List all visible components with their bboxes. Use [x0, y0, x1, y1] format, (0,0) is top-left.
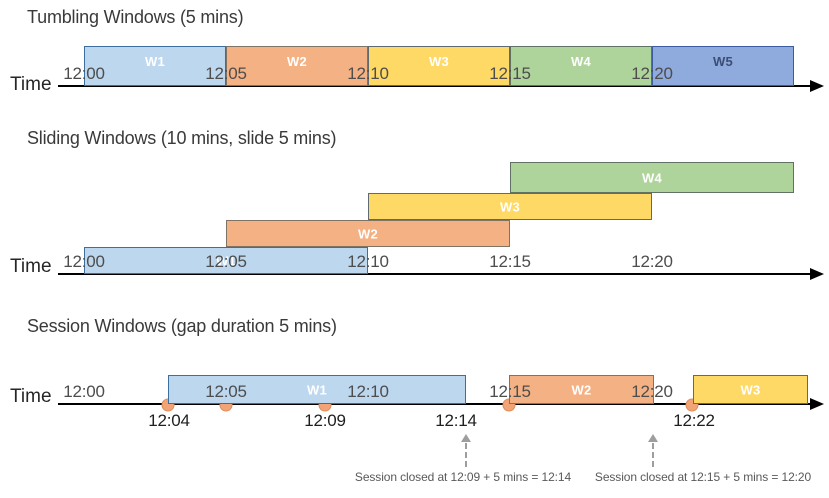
sliding-section-title: Sliding Windows (10 mins, slide 5 mins): [27, 128, 337, 148]
window-label: W3: [740, 382, 761, 397]
event-time-label: 12:22: [673, 411, 715, 430]
window-label: W2: [571, 382, 592, 397]
sliding-axis-arrowhead-icon: [810, 268, 824, 280]
tumbling-section-title: Tumbling Windows (5 mins): [27, 7, 244, 27]
axis-tick-label: 12:05: [205, 64, 247, 83]
session-closed-annotation: Session closed at 12:15 + 5 mins = 12:20: [594, 470, 812, 484]
window-bar-sliding-w3: W3: [368, 193, 652, 220]
sliding-time-axis: [58, 273, 810, 275]
session-axis-arrowhead-icon: [810, 398, 824, 410]
window-bar-session-w1: W1: [168, 375, 466, 404]
window-bar-sliding-w4: W4: [510, 162, 794, 193]
axis-tick-label: 12:10: [347, 382, 389, 401]
axis-tick-label: 12:15: [489, 252, 531, 271]
window-label: W5: [713, 54, 733, 69]
event-time-label: 12:14: [435, 411, 477, 430]
window-label: W1: [216, 253, 236, 268]
window-bar-sliding-w1: W1: [84, 247, 368, 274]
axis-tick-label: 12:05: [205, 252, 247, 271]
axis-tick-label: 12:15: [489, 64, 531, 83]
window-bar-session-w2: W2: [509, 375, 654, 404]
window-label: W2: [287, 54, 307, 69]
window-bar-tumbling-w5: W5: [652, 46, 794, 86]
tumbling-time-axis-label: Time: [10, 74, 52, 95]
axis-tick-label: 12:20: [631, 252, 673, 271]
tumbling-axis-arrowhead-icon: [810, 80, 824, 92]
axis-tick-label: 12:00: [63, 382, 105, 401]
window-bar-tumbling-w1: W1: [84, 46, 226, 86]
axis-tick-label: 12:20: [631, 382, 673, 401]
tumbling-time-axis: [58, 85, 810, 87]
session-time-axis-label: Time: [10, 386, 52, 407]
sliding-time-axis-label: Time: [10, 256, 52, 277]
window-label: W3: [429, 54, 449, 69]
window-label: W4: [571, 54, 591, 69]
axis-tick-label: 12:15: [489, 382, 531, 401]
window-bar-tumbling-w3: W3: [368, 46, 510, 86]
event-time-label: 12:04: [148, 411, 190, 430]
session-time-axis: [58, 403, 810, 405]
session-section-title: Session Windows (gap duration 5 mins): [27, 316, 337, 336]
window-bar-tumbling-w2: W2: [226, 46, 368, 86]
window-label: W1: [307, 382, 327, 397]
window-bar-tumbling-w4: W4: [510, 46, 652, 86]
annotation-arrow-stem: [652, 443, 654, 467]
window-label: W1: [145, 54, 165, 69]
window-label: W4: [642, 170, 662, 185]
annotation-arrow-stem: [465, 443, 467, 467]
session-closed-annotation: Session closed at 12:09 + 5 mins = 12:14: [354, 470, 572, 484]
window-bar-session-w3: W3: [693, 375, 808, 404]
annotation-arrowhead-icon: [648, 434, 658, 442]
window-label: W2: [358, 226, 378, 241]
axis-tick-label: 12:10: [347, 64, 389, 83]
event-time-label: 12:09: [304, 411, 346, 430]
axis-tick-label: 12:05: [205, 382, 247, 401]
axis-tick-label: 12:00: [63, 64, 105, 83]
axis-tick-label: 12:00: [63, 252, 105, 271]
axis-tick-label: 12:20: [631, 64, 673, 83]
window-label: W3: [500, 199, 520, 214]
axis-tick-label: 12:10: [347, 252, 389, 271]
window-bar-sliding-w2: W2: [226, 220, 510, 247]
annotation-arrowhead-icon: [461, 434, 471, 442]
